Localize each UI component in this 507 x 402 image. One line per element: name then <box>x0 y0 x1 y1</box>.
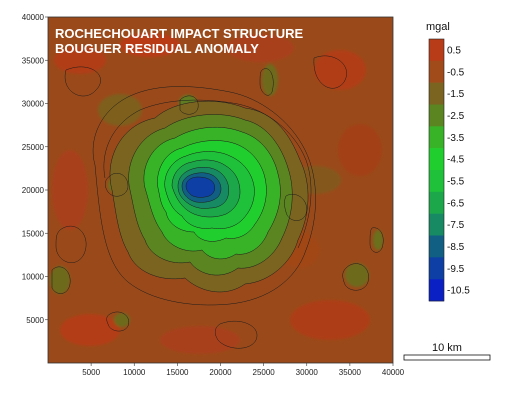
x-tick-label: 40000 <box>382 368 405 377</box>
legend-swatch <box>429 235 444 258</box>
legend-swatch <box>429 191 444 214</box>
x-tick-label: 30000 <box>296 368 319 377</box>
legend-swatch <box>429 39 444 62</box>
background-anomaly-patches <box>50 33 383 354</box>
legend-swatches <box>428 38 445 302</box>
y-tick-label: 35000 <box>22 56 45 65</box>
y-tick-label: 40000 <box>22 13 45 22</box>
central-anomaly <box>109 100 309 293</box>
legend-level-label: -0.5 <box>447 67 465 78</box>
scale-bar: 10 km <box>403 342 491 361</box>
legend-level-label: -7.5 <box>447 220 465 231</box>
legend-swatch <box>429 104 444 127</box>
legend-level-label: -10.5 <box>447 286 470 297</box>
scale-bar-label: 10 km <box>432 342 462 354</box>
legend-swatch <box>429 213 444 236</box>
legend-unit-label: mgal <box>426 21 450 33</box>
scale-bar-rule <box>403 354 491 361</box>
legend-level-label: -1.5 <box>447 89 465 100</box>
legend-level-label: -8.5 <box>447 242 465 253</box>
y-tick-label: 5000 <box>26 316 44 325</box>
y-tick-label: 15000 <box>22 229 45 238</box>
legend-level-label: -5.5 <box>447 176 465 187</box>
gravity-map <box>48 17 393 363</box>
x-tick-label: 5000 <box>82 368 100 377</box>
map-title-line2: BOUGUER RESIDUAL ANOMALY <box>55 41 259 56</box>
color-legend: mgal 0.5 -0.5 -1.5 -2.5 -3.5 -4.5 -5.5 -6.5 -7.5… <box>426 21 470 302</box>
x-tick-label: 20000 <box>209 368 232 377</box>
y-tick-label: 25000 <box>22 143 45 152</box>
legend-swatch <box>429 126 444 149</box>
x-axis: 5000 10000 15000 20000 25000 30000 35000 40000 <box>82 363 405 377</box>
x-tick-label: 10000 <box>123 368 146 377</box>
x-tick-label: 35000 <box>339 368 362 377</box>
legend-swatch <box>429 148 444 171</box>
legend-level-label: -3.5 <box>447 133 465 144</box>
legend-level-label: -4.5 <box>447 155 465 166</box>
legend-labels: 0.5 -0.5 -1.5 -2.5 -3.5 -4.5 -5.5 -6.5 -7.5 -8.5 -… <box>447 45 470 296</box>
legend-level-label: -9.5 <box>447 264 465 275</box>
legend-swatch <box>429 170 444 193</box>
y-tick-label: 10000 <box>22 273 45 282</box>
legend-swatch <box>429 279 444 302</box>
legend-swatch <box>429 60 444 83</box>
legend-level-label: -6.5 <box>447 198 465 209</box>
legend-frame <box>428 38 445 302</box>
x-tick-label: 25000 <box>253 368 276 377</box>
map-title-line1: ROCHECHOUART IMPACT STRUCTURE <box>55 26 304 41</box>
legend-swatch <box>429 257 444 280</box>
legend-swatch <box>429 82 444 105</box>
contour-band-9 <box>185 176 216 198</box>
y-tick-label: 30000 <box>22 100 45 109</box>
y-axis: 5000 10000 15000 20000 25000 30000 35000 40000 <box>22 13 48 325</box>
legend-level-label: -2.5 <box>447 111 465 122</box>
y-tick-label: 20000 <box>22 186 45 195</box>
x-tick-label: 15000 <box>166 368 189 377</box>
legend-level-label: 0.5 <box>447 45 461 56</box>
outer-contour-lines <box>51 55 384 349</box>
